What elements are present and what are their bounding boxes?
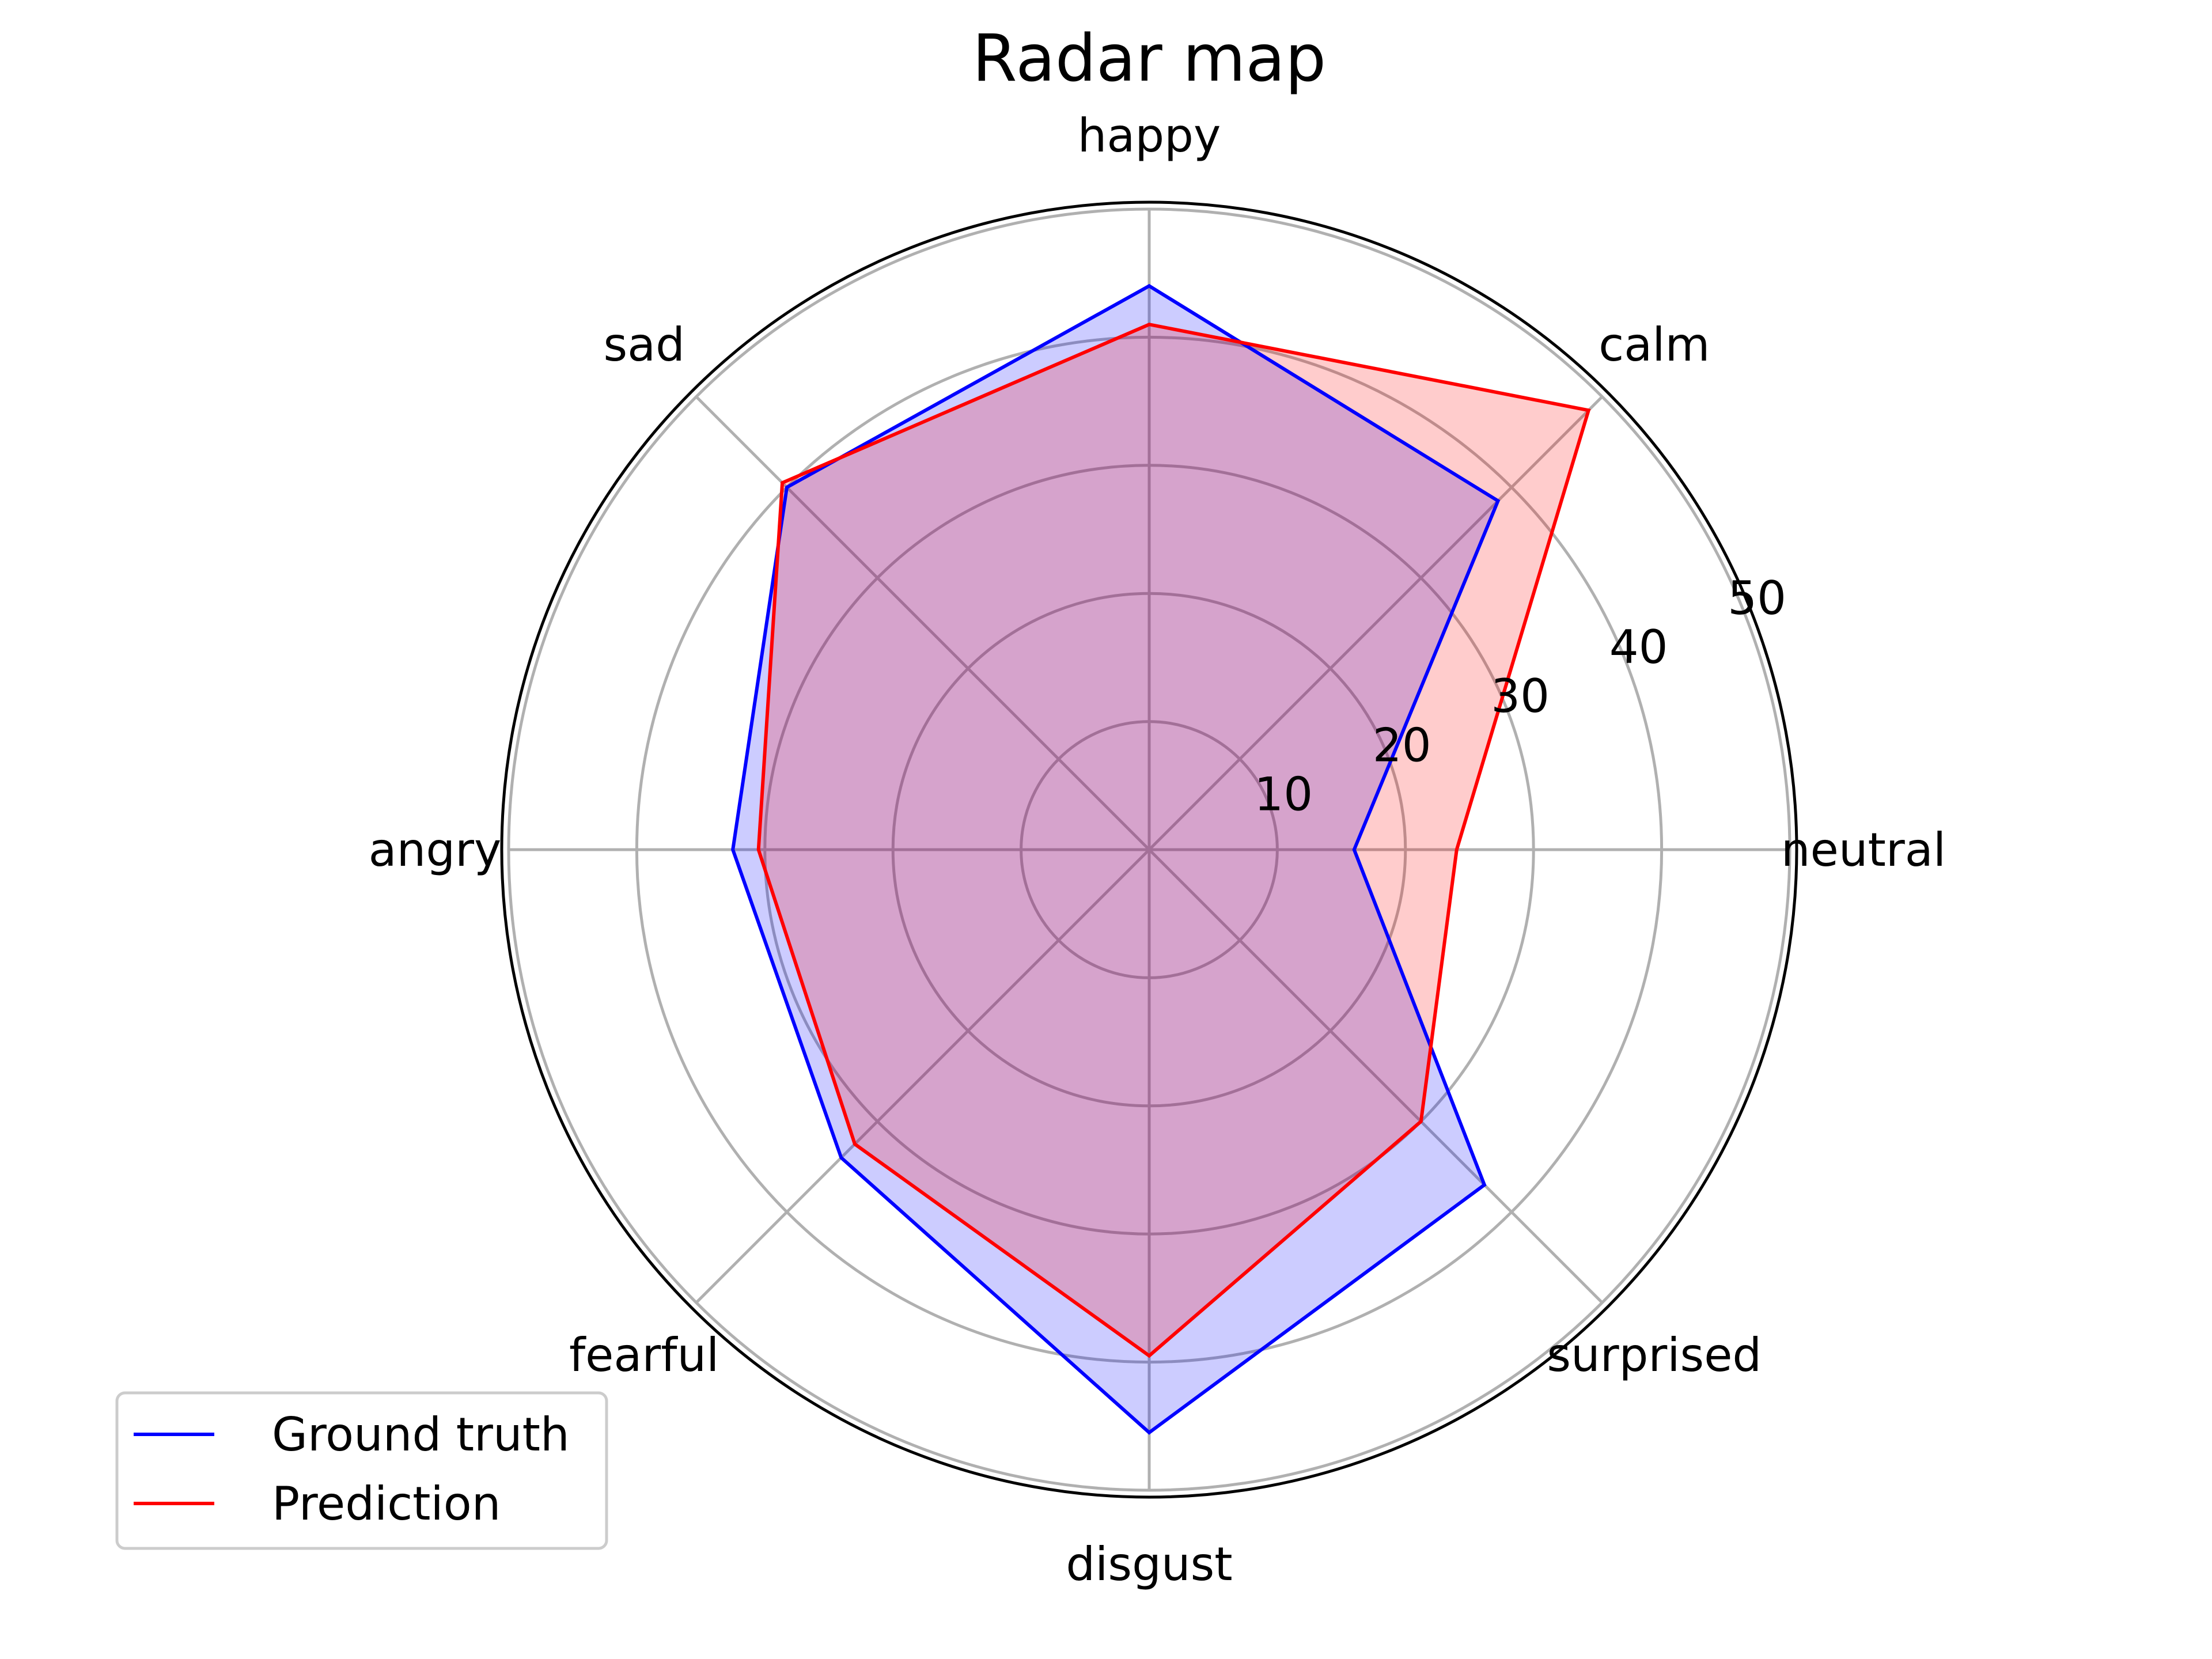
category-label-sad: sad [603,318,684,372]
r-tick-label-30: 30 [1491,669,1550,723]
r-tick-label-50: 50 [1728,571,1786,625]
category-label-happy: happy [1078,109,1221,162]
category-label-fearful: fearful [569,1328,719,1382]
legend: Ground truth Prediction [115,1391,608,1550]
category-label-disgust: disgust [1066,1537,1232,1591]
series-area-prediction [758,324,1589,1356]
legend-box [115,1391,608,1550]
category-label-neutral: neutral [1781,823,1946,877]
r-tick-label-10: 10 [1254,767,1313,821]
radar-labels: neutral calm happy sad angry fearful disgust su… [369,109,1946,1591]
radar-series [731,283,1591,1435]
series-area-ground-truth [733,286,1498,1433]
polar-frame [500,200,1798,1499]
legend-label-ground-truth: Ground truth [272,1408,570,1461]
legend-label-prediction: Prediction [272,1477,501,1531]
spoke-calm [1148,395,1604,851]
chart-title: Radar map [972,21,1326,96]
spoke-fearful [695,849,1150,1304]
category-label-surprised: surprised [1547,1328,1762,1382]
series-line-ground-truth [731,283,1501,1435]
spoke-surprised [1148,849,1604,1304]
spoke-sad [695,395,1150,851]
r-tick-label-20: 20 [1373,718,1431,772]
r-tick-label-40: 40 [1609,620,1668,674]
radar-grid [500,200,1798,1499]
series-line-prediction [756,323,1591,1358]
category-label-angry: angry [369,823,502,877]
category-label-calm: calm [1599,318,1710,372]
